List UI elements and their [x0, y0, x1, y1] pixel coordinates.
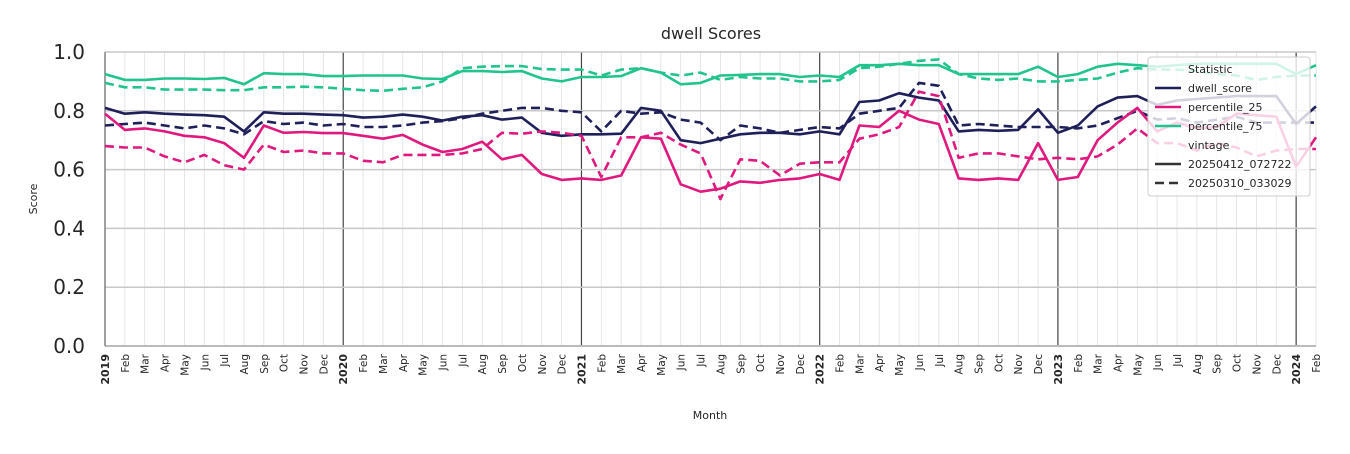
series-line-dwell_score-20250310_033029 [104, 81, 1316, 142]
x-tick-label: 2023 [1052, 354, 1065, 385]
y-tick-label: 0.4 [53, 216, 85, 240]
x-tick-label: Oct [993, 354, 1005, 372]
x-tick-label: Mar [616, 353, 628, 373]
series-line-dwell_score-20250412_072722 [104, 91, 1317, 145]
x-tick-label: Apr [874, 353, 886, 372]
y-tick-label: 0.6 [53, 158, 85, 182]
x-tick-label: Feb [1073, 354, 1085, 373]
x-tick-label: Jun [914, 354, 926, 371]
legend-item-dwell_score: dwell_score [1188, 82, 1252, 95]
x-tick-label: Mar [1093, 353, 1105, 373]
x-tick-label: May [1132, 354, 1144, 376]
x-tick-label: Oct [517, 354, 529, 372]
x-tick-label: 2021 [575, 354, 588, 385]
legend-item-vintage: 20250310_033029 [1188, 177, 1291, 190]
x-tick-label: 2022 [814, 354, 827, 385]
x-tick-label: Oct [1232, 354, 1244, 372]
x-tick-label: Jul [457, 354, 469, 368]
x-tick-label: Sep [259, 354, 271, 374]
x-tick-label: Feb [835, 354, 847, 373]
x-tick-label: Sep [735, 354, 747, 374]
legend-title-statistic: Statistic [1188, 63, 1233, 76]
x-tick-label: 2024 [1290, 354, 1303, 385]
x-tick-label: Dec [1033, 354, 1045, 375]
x-tick-label: Aug [715, 354, 727, 375]
x-tick-label: May [656, 354, 668, 376]
x-tick-label: Sep [497, 354, 509, 374]
x-tick-label: Aug [954, 354, 966, 375]
x-tick-label: Nov [537, 354, 549, 375]
x-tick-label: May [179, 354, 191, 376]
y-axis-label: Score [27, 183, 40, 214]
x-tick-label: Mar [378, 353, 390, 373]
x-tick-label: Jul [934, 354, 946, 368]
x-tick-label: Jun [676, 354, 688, 371]
x-tick-label: Feb [596, 354, 608, 373]
x-tick-label: Aug [477, 354, 489, 375]
x-tick-label: Nov [299, 354, 311, 375]
x-tick-label: Mar [140, 353, 152, 373]
y-tick-label: 0.2 [53, 275, 85, 299]
x-tick-label: Aug [1192, 354, 1204, 375]
x-tick-label: Oct [279, 354, 291, 372]
y-tick-label: 0.8 [53, 99, 85, 123]
x-tick-label: Jul [696, 354, 708, 368]
legend: Statistic dwell_score percentile_25percent… [1147, 56, 1311, 197]
x-tick-label: Oct [755, 354, 767, 372]
x-tick-label: Feb [120, 354, 132, 373]
x-tick-label: 2019 [99, 354, 112, 385]
series-line-percentile_25-20250310_033029 [104, 90, 1316, 201]
x-tick-label: Dec [557, 354, 569, 375]
legend-item-percentile_75: percentile_75 [1188, 120, 1263, 133]
x-tick-label: Dec [318, 354, 330, 375]
x-tick-label: Apr [160, 353, 172, 372]
x-tick-label: Jun [199, 354, 211, 371]
series-line-percentile_75-20250310_033029 [104, 58, 1316, 93]
x-tick-label: Sep [1212, 354, 1224, 374]
x-tick-label: Apr [1112, 353, 1124, 372]
x-tick-label: Dec [795, 354, 807, 375]
x-tick-label: Sep [974, 354, 986, 374]
series-line-percentile_75-20250412_072722 [104, 62, 1317, 86]
series-line-percentile_25-20250412_072722 [104, 106, 1318, 193]
x-tick-label: Dec [1271, 354, 1283, 375]
x-tick-label: Apr [636, 353, 648, 372]
x-tick-label: Nov [775, 354, 787, 375]
x-tick-label: Jul [1172, 354, 1184, 368]
x-tick-label: Feb [1311, 354, 1323, 373]
legend-title-vintage: vintage [1188, 139, 1230, 152]
x-tick-label: Nov [1013, 354, 1025, 375]
x-tick-label: Jul [219, 354, 231, 368]
x-tick-label: Feb [358, 354, 370, 373]
x-axis-label: Month [693, 409, 728, 422]
x-tick-label: Aug [239, 354, 251, 375]
x-tick-label: Mar [854, 353, 866, 373]
legend-item-vintage: 20250412_072722 [1188, 158, 1291, 171]
x-tick-label: Jun [437, 354, 449, 371]
x-tick-label: May [418, 354, 430, 376]
y-tick-label: 1.0 [53, 40, 85, 64]
x-tick-label: Apr [398, 353, 410, 372]
legend-box [1147, 56, 1311, 197]
legend-item-percentile_25: percentile_25 [1188, 101, 1263, 114]
x-tick-label: 2020 [337, 354, 350, 385]
x-tick-label: Nov [1251, 354, 1263, 375]
y-tick-label: 0.0 [53, 334, 85, 358]
chart-title: dwell Scores [661, 24, 761, 43]
x-tick-label: Jun [1152, 354, 1164, 371]
x-tick-label: May [894, 354, 906, 376]
